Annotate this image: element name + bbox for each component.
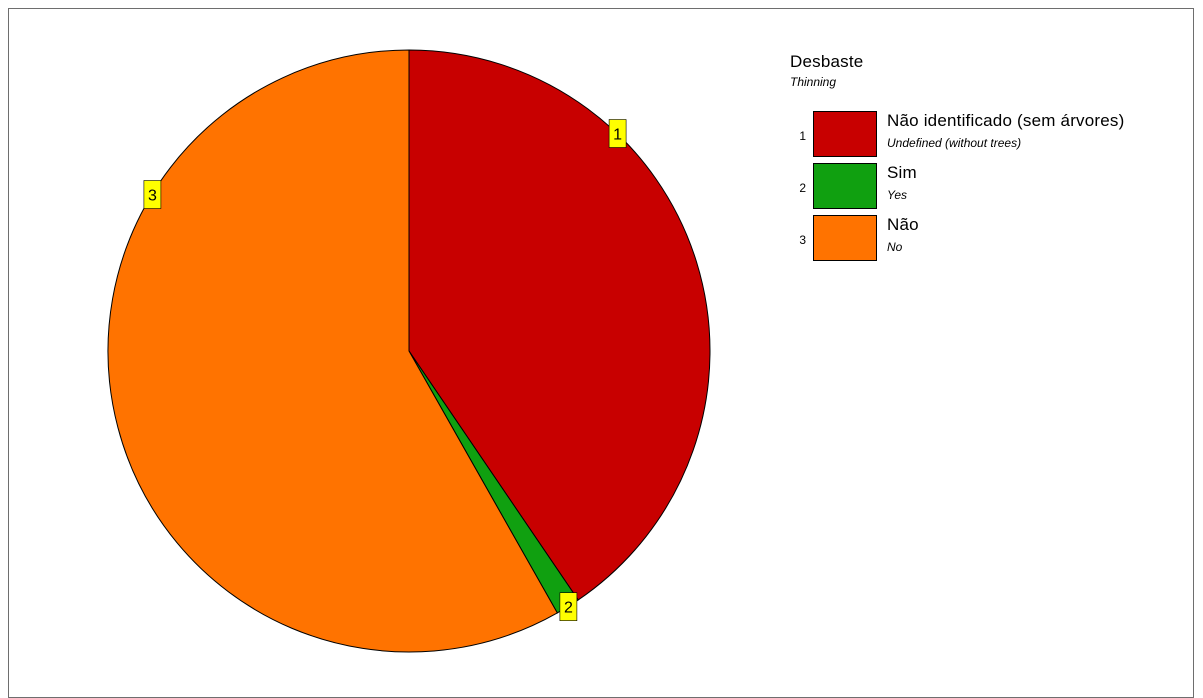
legend-number: 2: [799, 181, 806, 195]
legend-sublabel: No: [887, 240, 903, 254]
legend-label: Não: [887, 215, 919, 234]
legend: Desbaste Thinning 1 Não identificado (se…: [790, 52, 1124, 261]
pie-slice-3: [107, 49, 558, 653]
slice-label-2: 2: [559, 592, 578, 622]
legend-label: Sim: [887, 163, 917, 182]
svg-text:3: 3: [148, 188, 157, 205]
pie-chart: 1 2 3: [107, 49, 711, 653]
legend-number: 3: [799, 233, 806, 247]
svg-text:2: 2: [564, 600, 573, 617]
legend-sublabel: Yes: [887, 188, 908, 202]
legend-title: Desbaste: [790, 52, 864, 71]
slice-label-1: 1: [608, 119, 627, 148]
legend-subtitle: Thinning: [790, 75, 837, 89]
legend-number: 1: [799, 129, 806, 143]
legend-swatch: [813, 215, 877, 261]
pie-slice-1: [408, 49, 711, 601]
legend-sublabel: Undefined (without trees): [887, 136, 1022, 150]
legend-swatch: [813, 163, 877, 209]
slice-label-3: 3: [143, 180, 162, 209]
legend-label: Não identificado (sem árvores): [887, 111, 1125, 130]
legend-swatch: [813, 111, 877, 157]
svg-text:1: 1: [613, 127, 622, 144]
